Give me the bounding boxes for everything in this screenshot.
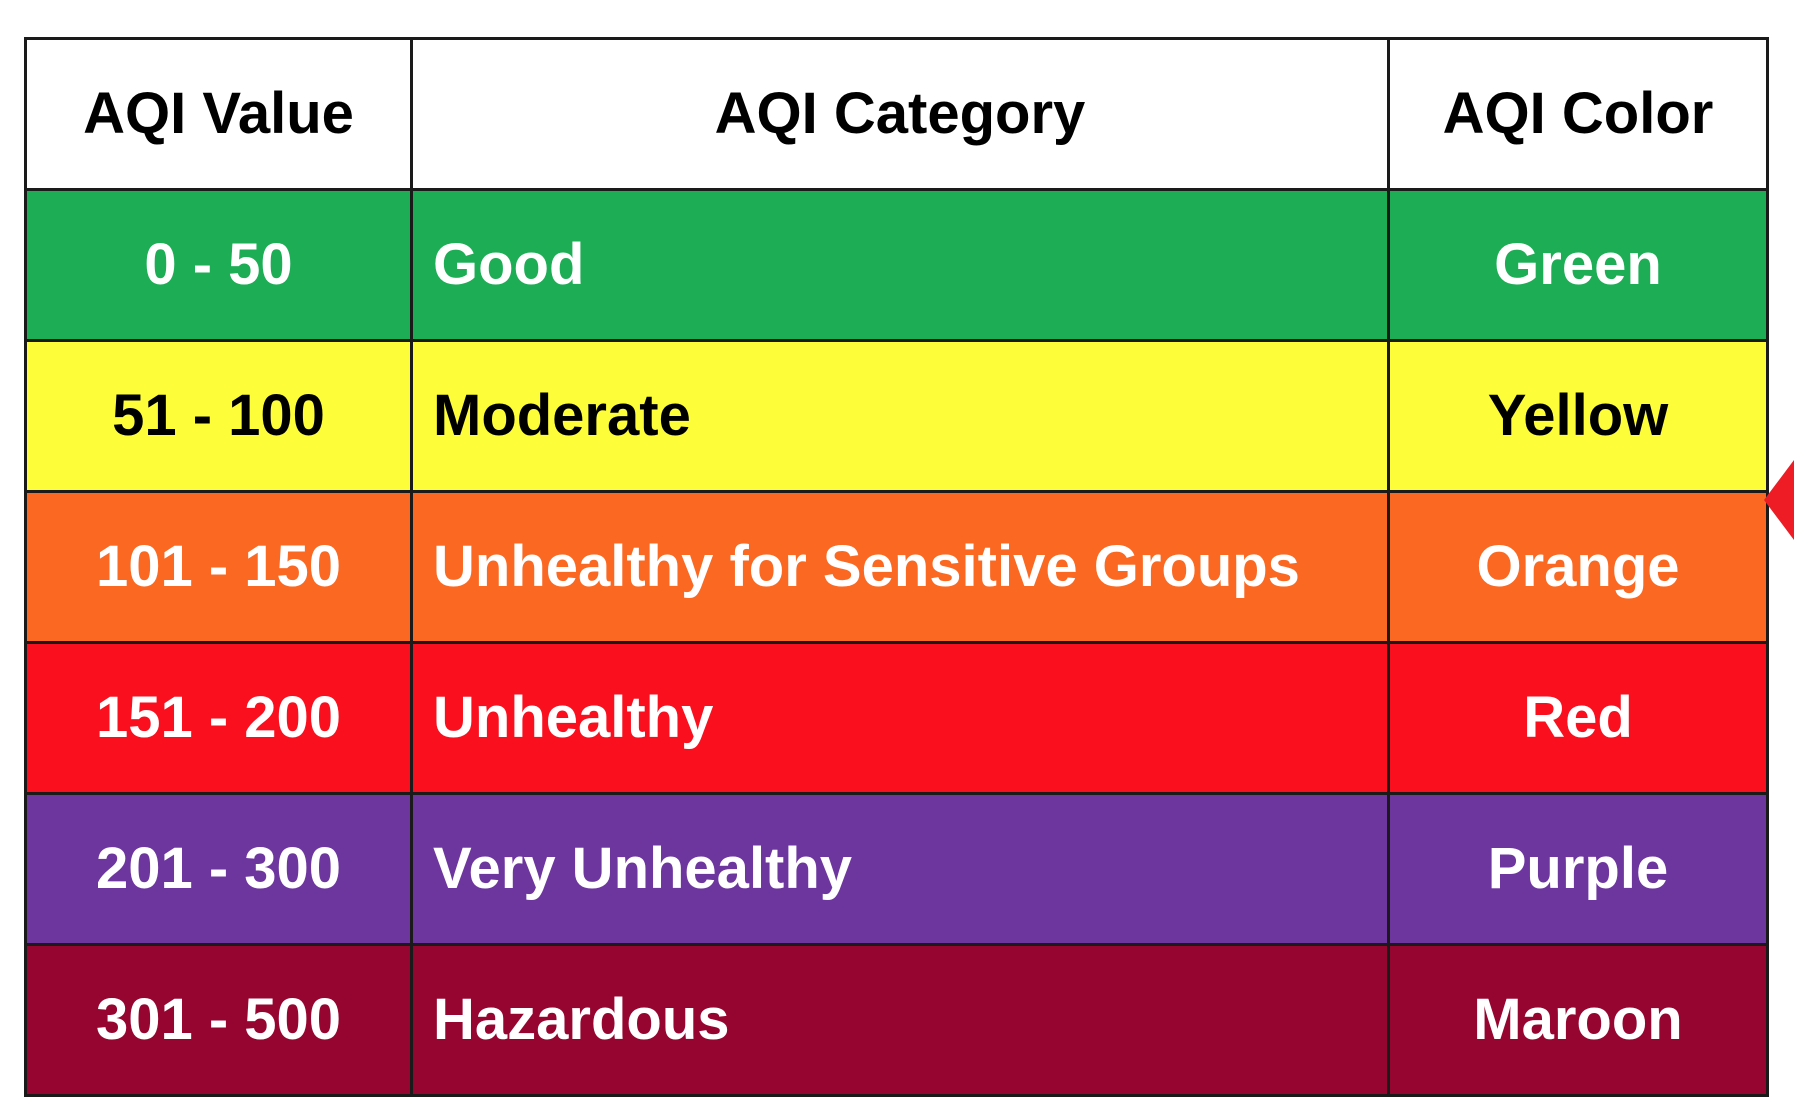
table-row: 0 - 50 Good Green — [24, 188, 1769, 342]
aqi-category-cell: Unhealthy for Sensitive Groups — [410, 490, 1390, 644]
aqi-value-cell: 101 - 150 — [24, 490, 413, 644]
table-header-row: AQI Value AQI Category AQI Color — [24, 37, 1769, 191]
aqi-color-cell: Red — [1387, 641, 1769, 795]
aqi-table: AQI Value AQI Category AQI Color 0 - 50 … — [24, 37, 1769, 1097]
aqi-category-cell: Hazardous — [410, 943, 1390, 1097]
aqi-value-cell: 0 - 50 — [24, 188, 413, 342]
aqi-color-cell: Purple — [1387, 792, 1769, 946]
header-aqi-color: AQI Color — [1387, 37, 1769, 191]
table-row: 101 - 150 Unhealthy for Sensitive Groups… — [24, 490, 1769, 644]
aqi-value-cell: 51 - 100 — [24, 339, 413, 493]
table-row: 51 - 100 Moderate Yellow — [24, 339, 1769, 493]
aqi-category-cell: Good — [410, 188, 1390, 342]
table-row: 301 - 500 Hazardous Maroon — [24, 943, 1769, 1097]
table-row: 151 - 200 Unhealthy Red — [24, 641, 1769, 795]
aqi-value-cell: 201 - 300 — [24, 792, 413, 946]
aqi-category-cell: Moderate — [410, 339, 1390, 493]
aqi-category-cell: Very Unhealthy — [410, 792, 1390, 946]
aqi-value-cell: 151 - 200 — [24, 641, 413, 795]
aqi-value-cell: 301 - 500 — [24, 943, 413, 1097]
aqi-color-cell: Green — [1387, 188, 1769, 342]
aqi-category-cell: Unhealthy — [410, 641, 1390, 795]
pointer-arrow-icon — [1764, 460, 1794, 540]
header-aqi-value: AQI Value — [24, 37, 413, 191]
aqi-color-cell: Yellow — [1387, 339, 1769, 493]
table-row: 201 - 300 Very Unhealthy Purple — [24, 792, 1769, 946]
aqi-color-cell: Orange — [1387, 490, 1769, 644]
aqi-color-cell: Maroon — [1387, 943, 1769, 1097]
header-aqi-category: AQI Category — [410, 37, 1390, 191]
